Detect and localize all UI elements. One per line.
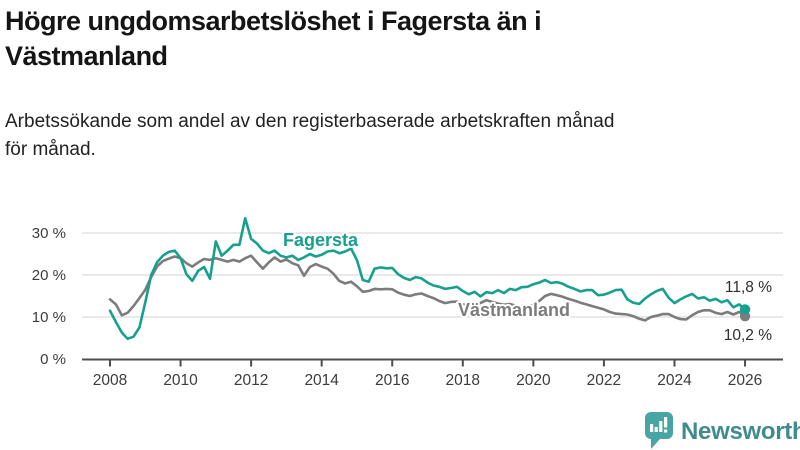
x-tick-label-2018: 2018 (446, 372, 480, 389)
speech-bubble-shape (645, 412, 673, 449)
y-tick-label-0: 0 % (40, 351, 66, 368)
series-line-fagersta (108, 217, 747, 341)
title-line-2: Västmanland (5, 40, 168, 71)
chart-subtitle: Arbetssökande som andel av den registerb… (5, 108, 795, 163)
end-value-label-västmanland: 10,2 % (724, 327, 772, 344)
title-line-1: Högre ungdomsarbetslöshet i Fagersta än … (5, 6, 542, 36)
newsworthy-logo-icon (645, 412, 673, 449)
subtitle-line-1: Arbetssökande som andel av den registerb… (5, 111, 615, 132)
page-title: Högre ungdomsarbetslöshet i Fagersta än … (5, 4, 795, 73)
x-tick-label-2014: 2014 (304, 372, 339, 389)
bar-chart-exclamation-glyph (650, 417, 668, 433)
series-line-västmanland (108, 254, 747, 322)
x-tick-label-2022: 2022 (587, 372, 621, 389)
x-tick-label-2012: 2012 (234, 372, 268, 389)
brand-name: Newsworthy (681, 418, 800, 445)
x-tick-label-2020: 2020 (516, 372, 551, 389)
y-tick-label-30: 30 % (32, 225, 66, 242)
series-label-västmanland: Västmanland (458, 300, 570, 320)
x-tick-label-2026: 2026 (728, 372, 762, 389)
y-tick-label-10: 10 % (32, 309, 66, 326)
x-tick-label-2010: 2010 (163, 372, 198, 389)
newsworthy-brand: Newsworthy (640, 408, 800, 450)
x-tick-label-2016: 2016 (375, 372, 409, 389)
series-end-dot-fagersta (739, 304, 751, 315)
subtitle-line-2: för månad. (5, 138, 96, 160)
x-tick-label-2008: 2008 (93, 372, 127, 389)
end-value-label-fagersta: 11,8 % (725, 279, 772, 296)
x-tick-label-2024: 2024 (657, 372, 692, 389)
y-tick-label-20: 20 % (32, 267, 66, 284)
series-label-fagersta: Fagersta (283, 230, 359, 250)
